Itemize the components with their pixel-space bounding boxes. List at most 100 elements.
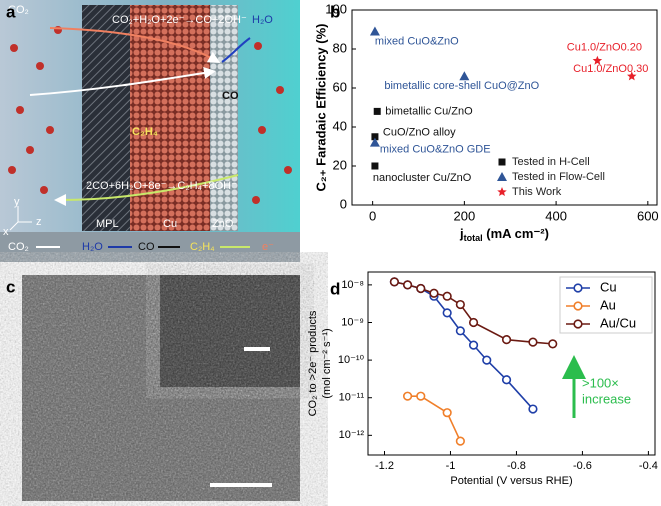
point [459, 71, 470, 81]
y-tick-label: 10⁻⁹ [341, 316, 364, 328]
legend-label: Cu [600, 279, 617, 294]
legend-marker [573, 301, 583, 311]
legend-text: CO [138, 241, 155, 253]
x-axis-label-part: (mA cm⁻²) [483, 226, 549, 241]
legend-frame [559, 276, 653, 334]
axis-letter: z [36, 216, 42, 228]
point [429, 288, 439, 298]
zno-layer [210, 5, 238, 231]
point [416, 391, 426, 401]
series-line [394, 281, 553, 345]
point-label: bimetallic core-shell CuO@ZnO [384, 80, 539, 92]
x-axis-label: jtotal (mA cm⁻²) [459, 226, 549, 243]
annotation: increase [582, 391, 631, 406]
legend-label: This Work [512, 186, 562, 198]
y-axis-label: C₂₊ Faradaic Efficiency (%) [313, 24, 328, 192]
panel-label: c [6, 277, 15, 296]
point [389, 277, 399, 287]
x-tick-label: 600 [637, 208, 659, 223]
y-tick-label: 100 [325, 1, 347, 16]
molecules [8, 26, 292, 204]
point [369, 137, 380, 147]
layer-label: Cu [163, 218, 177, 230]
y-tick-label: 60 [333, 79, 347, 94]
point [501, 375, 512, 385]
y-axis-label: (mol cm⁻² s⁻¹) [321, 328, 333, 398]
tem-inset-texture [160, 275, 300, 387]
point-label: Cu1.0/ZnO0.30 [573, 63, 648, 75]
mpl-layer [82, 5, 130, 231]
legend-text: H₂O [82, 241, 103, 253]
reaction-1: CO₂+H₂O+2e⁻→CO+2OH⁻ [112, 14, 247, 26]
annotation: >100× [582, 375, 619, 390]
x-tick-label: -0.6 [573, 460, 592, 472]
x-axis-label-part: total [464, 233, 483, 243]
schematic-co2: CO₂ [8, 4, 29, 16]
axis-letter: x [3, 226, 9, 238]
x-tick-label: -1 [446, 460, 456, 472]
axis-letter: y [14, 196, 20, 208]
y-tick-label: 10⁻¹² [339, 429, 365, 441]
legend-text: C₂H₄ [190, 241, 215, 253]
point [592, 55, 603, 65]
point [371, 133, 379, 141]
micrograph [22, 275, 300, 501]
legend-text: e⁻ [262, 241, 274, 253]
point [482, 355, 492, 365]
point [455, 436, 465, 446]
point-label: mixed CuO&ZnO GDE [380, 144, 491, 156]
point [468, 340, 479, 350]
panel-label: d [330, 279, 340, 298]
legend-label: Au [600, 297, 616, 312]
reaction-2: 2CO+6H₂O+8e⁻→C₂H₄+8OH⁻ [86, 180, 237, 192]
point-label: CuO/ZnO alloy [383, 127, 456, 139]
y-tick-label: 10⁻¹¹ [339, 392, 365, 404]
legend-marker [573, 319, 583, 329]
y-tick-label: 0 [340, 196, 347, 211]
schematic-co: CO [222, 90, 239, 102]
x-tick-label: -0.4 [639, 460, 658, 472]
panel-label: a [6, 2, 16, 21]
point [548, 339, 558, 349]
x-tick-label: 400 [545, 208, 567, 223]
y-tick-label: 20 [333, 157, 347, 172]
legend-marker [498, 158, 506, 166]
y-tick-label: 40 [333, 118, 347, 133]
series-line [394, 281, 534, 410]
y-tick-label: 10⁻⁸ [341, 279, 364, 291]
point [442, 308, 452, 318]
point [373, 107, 381, 115]
y-tick-label: 80 [333, 40, 347, 55]
point-label: Cu1.0/ZnO0.20 [567, 42, 642, 54]
plot-frame [367, 271, 656, 456]
legend-marker [497, 187, 507, 197]
x-tick-label: 200 [454, 208, 476, 223]
point [416, 283, 426, 294]
schematic-h2o: H₂O [252, 14, 273, 26]
schematic: CO₂ H₂O CO C₂H₄ CO₂+H₂O+2e⁻→CO+2OH⁻ 2CO+… [0, 0, 300, 262]
legend-text: CO₂ [8, 241, 29, 253]
schematic-c2h4: C₂H₄ [132, 126, 158, 138]
x-axis-label-part: j [459, 226, 464, 241]
point [371, 162, 379, 170]
legend-label: Au/Cu [600, 315, 636, 330]
point [627, 71, 637, 81]
series-line [407, 395, 462, 442]
point [528, 337, 538, 347]
legend-label: Tested in Flow-Cell [512, 171, 605, 183]
point [442, 408, 452, 418]
layer-label: ZnO [212, 218, 234, 230]
point [369, 26, 380, 36]
x-tick-label: -0.8 [507, 460, 526, 472]
point [455, 326, 465, 336]
legend-marker [573, 283, 583, 293]
point [402, 280, 413, 290]
point [402, 391, 413, 401]
point [442, 291, 452, 301]
panel-label: b [330, 2, 340, 21]
x-tick-label: -1.2 [375, 460, 394, 472]
legend-label: Tested in H-Cell [512, 156, 590, 168]
point [455, 299, 465, 310]
point-label: bimetallic Cu/ZnO [385, 105, 473, 117]
